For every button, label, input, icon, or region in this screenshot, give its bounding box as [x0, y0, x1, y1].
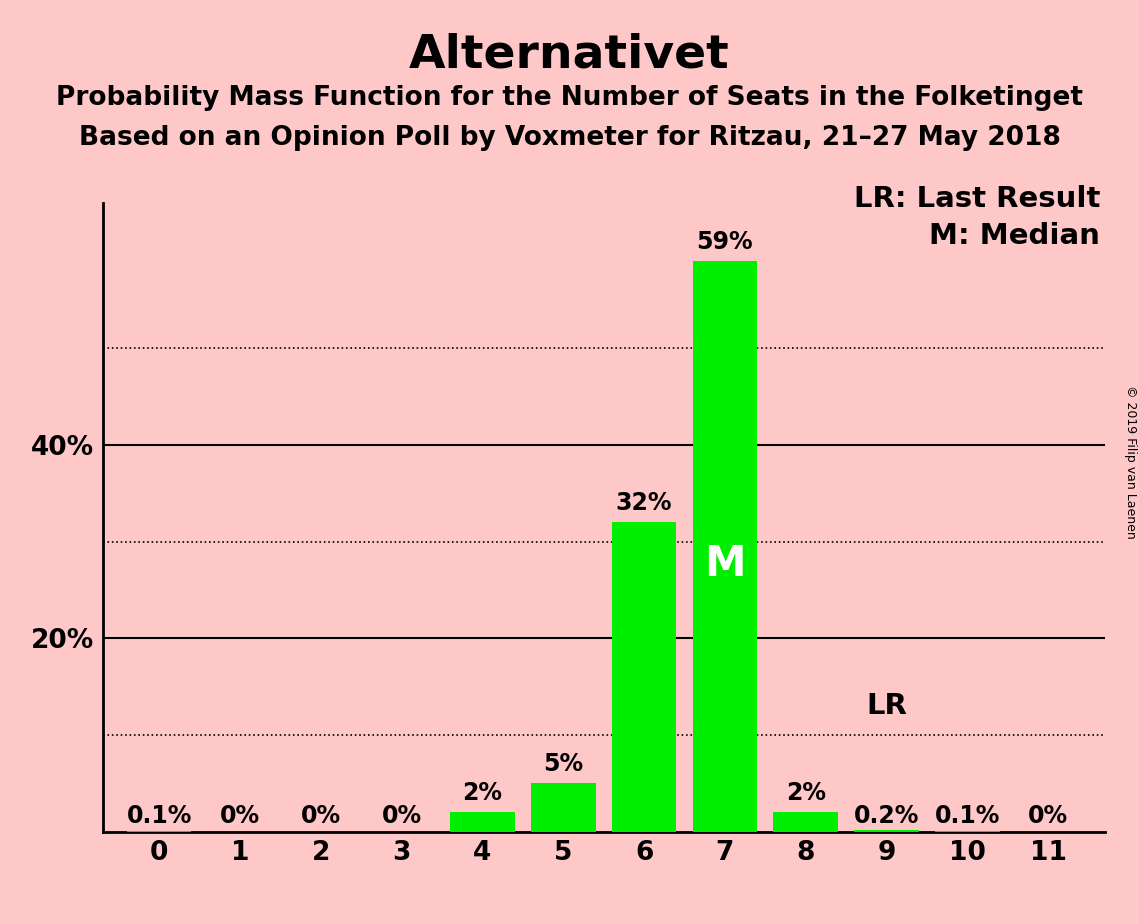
Text: M: Median: M: Median	[929, 222, 1100, 249]
Text: 5%: 5%	[543, 751, 583, 775]
Text: Alternativet: Alternativet	[409, 32, 730, 78]
Text: 0.2%: 0.2%	[854, 804, 919, 828]
Bar	[854, 830, 919, 832]
Bar	[450, 812, 515, 832]
Bar	[693, 261, 757, 832]
Text: LR: LR	[866, 692, 907, 721]
Bar	[612, 522, 677, 832]
Text: LR: Last Result: LR: Last Result	[854, 185, 1100, 213]
Text: 59%: 59%	[697, 229, 753, 253]
Bar	[773, 812, 838, 832]
Text: 0%: 0%	[220, 804, 260, 828]
Text: 0.1%: 0.1%	[935, 804, 1000, 828]
Text: 2%: 2%	[786, 781, 826, 805]
Text: M: M	[704, 542, 746, 585]
Text: 0.1%: 0.1%	[126, 804, 191, 828]
Text: 0%: 0%	[1029, 804, 1068, 828]
Text: Based on an Opinion Poll by Voxmeter for Ritzau, 21–27 May 2018: Based on an Opinion Poll by Voxmeter for…	[79, 125, 1060, 151]
Text: Probability Mass Function for the Number of Seats in the Folketinget: Probability Mass Function for the Number…	[56, 85, 1083, 111]
Bar	[935, 831, 1000, 832]
Text: 0%: 0%	[301, 804, 341, 828]
Bar	[531, 784, 596, 832]
Bar	[126, 831, 191, 832]
Text: © 2019 Filip van Laenen: © 2019 Filip van Laenen	[1124, 385, 1137, 539]
Text: 0%: 0%	[382, 804, 421, 828]
Text: 32%: 32%	[616, 491, 672, 515]
Text: 2%: 2%	[462, 781, 502, 805]
